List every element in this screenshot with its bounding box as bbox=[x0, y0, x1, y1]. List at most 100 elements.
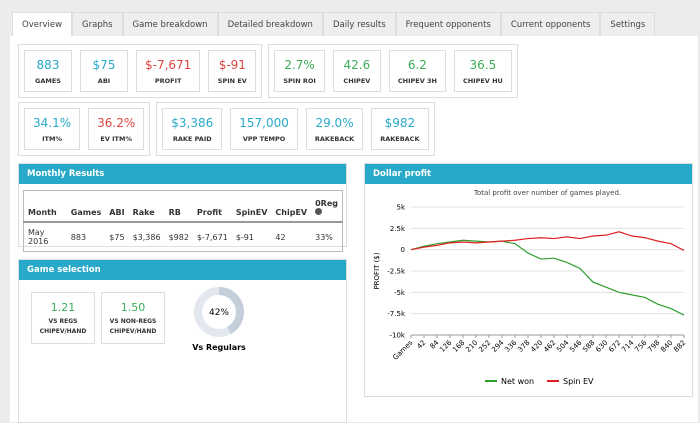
column-header: 0Reg bbox=[311, 190, 343, 223]
column-header: ABI bbox=[105, 190, 129, 223]
column-header: ChipEV bbox=[271, 190, 312, 223]
stat-card: 36.5 CHIPEV HU bbox=[453, 50, 512, 92]
stat-value: 36.2% bbox=[97, 115, 136, 130]
stat-value: 6.2 bbox=[407, 57, 427, 72]
tab[interactable]: Graphs bbox=[72, 12, 123, 36]
y-tick-label: -10k bbox=[390, 332, 406, 340]
column-header: Month bbox=[23, 190, 67, 223]
stat-card: 29.0% RAKEBACK bbox=[305, 108, 364, 150]
tab[interactable]: Frequent opponents bbox=[395, 12, 501, 36]
column-header: RB bbox=[164, 190, 193, 223]
card-label: VS NON-REGS bbox=[109, 318, 157, 325]
donut-arc bbox=[194, 287, 244, 337]
donut-label: 42% bbox=[209, 308, 229, 318]
y-tick-label: 5k bbox=[396, 204, 405, 212]
stat-card: 2.7% SPIN ROI bbox=[274, 50, 325, 92]
stat-group: 34.1% ITM% 36.2% EV ITM% bbox=[18, 102, 151, 156]
stat-value: 36.5 bbox=[469, 57, 497, 72]
stat-label: CHIPEV 3H bbox=[397, 76, 437, 85]
stat-card: $3,386 RAKE PAID bbox=[162, 108, 223, 150]
stat-card: $-7,671 PROFIT bbox=[136, 50, 201, 92]
stat-label: EV ITM% bbox=[100, 134, 132, 143]
x-tick-label: 168 bbox=[451, 339, 466, 354]
stat-value: $982 bbox=[384, 115, 416, 130]
content: 883 GAMES $75 ABI $-7,671 PROFIT $-91 SPIN EV 2.… bbox=[10, 36, 698, 423]
x-tick-label: 546 bbox=[568, 338, 583, 353]
cell: $75 bbox=[109, 232, 125, 242]
stat-value: 2.7% bbox=[284, 57, 315, 72]
stat-label: VPP TEMPO bbox=[242, 134, 286, 143]
stat-card: 36.2% EV ITM% bbox=[88, 108, 145, 150]
stat-label: RAKEBACK bbox=[314, 134, 355, 143]
x-tick-label: 504 bbox=[555, 338, 570, 353]
stat-value: 34.1% bbox=[33, 115, 72, 130]
cell: 42 bbox=[275, 232, 286, 242]
x-tick-label: 882 bbox=[672, 339, 687, 354]
monthly-table: Month Games ABI Rake RB Profit SpinEV ChipEV 0Re… bbox=[23, 190, 343, 252]
stat-card: $982 RAKEBACK bbox=[371, 108, 429, 150]
tab-bar: Overview Graphs Game breakdown Detailed bre… bbox=[12, 12, 656, 36]
x-tick-label: 630 bbox=[594, 339, 609, 354]
stat-label: PROFIT bbox=[154, 76, 182, 85]
card-value: 1.50 bbox=[120, 301, 146, 314]
donut-caption: Vs Regulars bbox=[192, 343, 246, 352]
tab[interactable]: Daily results bbox=[322, 12, 396, 36]
legend-label: Spin EV bbox=[563, 377, 594, 386]
tab[interactable]: Detailed breakdown bbox=[217, 12, 323, 36]
series-line bbox=[410, 231, 685, 251]
stat-card: $75 ABI bbox=[80, 50, 128, 92]
tab[interactable]: Settings bbox=[600, 12, 656, 36]
game-selection-panel: Game selection 1.21 VS REGS CHIPEV/HAND 1.5… bbox=[18, 259, 347, 423]
cell: 883 bbox=[70, 232, 87, 242]
x-tick-label: 588 bbox=[581, 339, 596, 354]
stat-value: $75 bbox=[92, 57, 116, 72]
tab[interactable]: Current opponents bbox=[500, 12, 601, 36]
x-tick-label: 420 bbox=[529, 339, 544, 354]
tab[interactable]: Overview bbox=[12, 12, 73, 36]
column-header: Games bbox=[66, 190, 106, 223]
row: May 2016 883 $75 $3,386 $982 $-7,671 $-91 42 33% bbox=[24, 222, 343, 252]
stat-card: 6.2 CHIPEV 3H bbox=[388, 50, 446, 92]
donut: 42% Vs Regulars bbox=[192, 287, 246, 352]
cell: $-7,671 bbox=[196, 232, 228, 242]
legend-label: Net won bbox=[501, 377, 534, 386]
info-icon bbox=[315, 208, 323, 215]
stat-card: 42.6 CHIPEV bbox=[332, 50, 381, 92]
stat-label: RAKE PAID bbox=[172, 134, 212, 143]
x-tick-label: 714 bbox=[620, 338, 635, 353]
stat-value: 42.6 bbox=[343, 57, 371, 72]
cell: $-91 bbox=[235, 232, 254, 242]
series-line bbox=[410, 239, 685, 316]
panel-title: Monthly Results bbox=[19, 164, 346, 184]
card-sublabel: CHIPEV/HAND bbox=[39, 328, 87, 335]
x-tick-label: 672 bbox=[607, 339, 622, 354]
stat-value: 883 bbox=[36, 57, 60, 72]
card-label: VS REGS bbox=[48, 318, 78, 325]
card-sublabel: CHIPEV/HAND bbox=[109, 328, 157, 335]
stat-label: SPIN ROI bbox=[283, 76, 316, 85]
selection-card: 1.50 VS NON-REGS CHIPEV/HAND bbox=[101, 292, 165, 344]
y-tick-label: 0 bbox=[401, 246, 405, 254]
x-tick-label: 756 bbox=[633, 338, 648, 353]
y-tick-label: -7.5k bbox=[387, 310, 406, 318]
selection-card: 1.21 VS REGS CHIPEV/HAND bbox=[31, 292, 95, 344]
stat-card: 34.1% ITM% bbox=[24, 108, 81, 150]
x-tick-label: Games bbox=[391, 339, 414, 362]
y-axis-label: PROFIT ($) bbox=[373, 252, 381, 289]
header-row: Month Games ABI Rake RB Profit SpinEV ChipEV 0Re… bbox=[23, 190, 343, 223]
column-header: SpinEV bbox=[231, 190, 272, 223]
y-tick-label: 2.5k bbox=[390, 225, 406, 233]
x-tick-label: 378 bbox=[516, 339, 531, 354]
card-value: 1.21 bbox=[50, 301, 76, 314]
cell: 33% bbox=[315, 232, 333, 242]
stat-value: 157,000 bbox=[239, 115, 289, 130]
x-tick-label: 210 bbox=[464, 339, 479, 354]
tab[interactable]: Game breakdown bbox=[122, 12, 218, 36]
column-header: Rake bbox=[128, 190, 165, 223]
stats: 883 GAMES $75 ABI $-7,671 PROFIT $-91 SPIN EV 2.… bbox=[18, 44, 618, 156]
stat-label: ITM% bbox=[42, 134, 62, 143]
profit-panel: Dollar profit Total profit over number o… bbox=[364, 163, 693, 397]
x-tick-label: 336 bbox=[503, 338, 518, 353]
stat-value: $3,386 bbox=[171, 115, 214, 130]
